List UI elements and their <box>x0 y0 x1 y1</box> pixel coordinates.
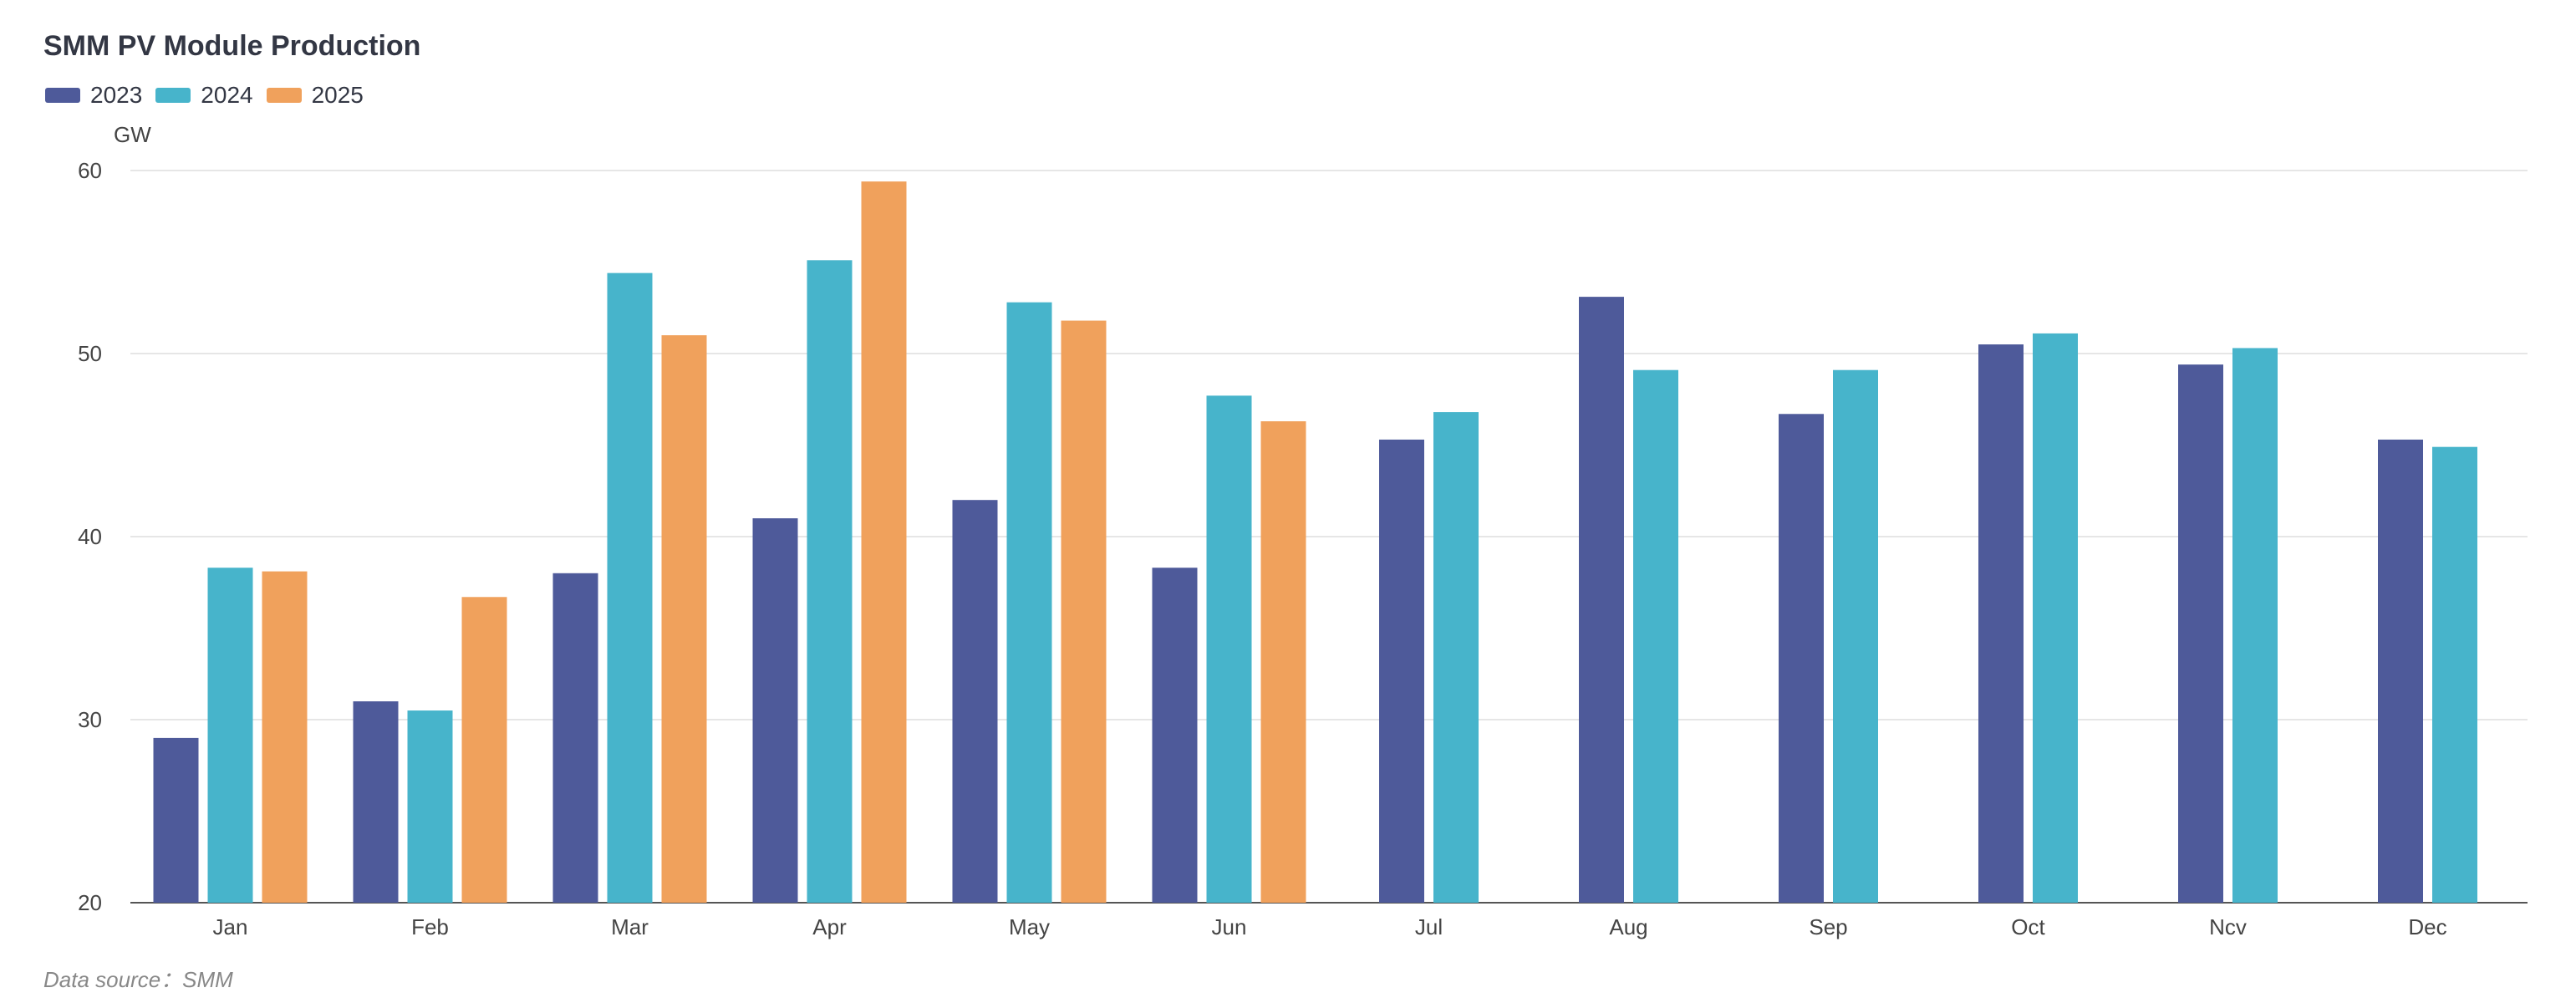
y-tick-label: 60 <box>78 158 102 183</box>
bar-2024-Jan <box>207 568 253 903</box>
bar-2025-Mar <box>661 335 707 904</box>
bar-2025-Jan <box>262 571 308 903</box>
bar-2024-Jun <box>1206 395 1252 903</box>
x-tick-label: May <box>1009 914 1050 939</box>
y-tick-label: 50 <box>78 341 102 366</box>
x-tick-label: Sep <box>1809 914 1847 939</box>
bar-2023-Jan <box>153 737 199 903</box>
bar-2025-May <box>1061 320 1107 904</box>
x-tick-label: Aug <box>1609 914 1647 939</box>
y-tick-label: 20 <box>78 890 102 915</box>
legend-item-2025[interactable]: 2025 <box>266 82 364 109</box>
x-tick-label: Mar <box>611 914 649 939</box>
bar-2024-Mar <box>607 272 653 903</box>
x-tick-label: Jan <box>213 914 248 939</box>
bar-2024-Dec <box>2432 446 2477 903</box>
bar-2024-Jul <box>1433 412 1479 904</box>
bar-2025-Feb <box>461 597 507 903</box>
bar-2023-Ncv <box>2178 364 2223 903</box>
bar-2023-Dec <box>2378 439 2423 903</box>
chart-title: SMM PV Module Production <box>43 30 421 62</box>
bar-2024-Ncv <box>2232 348 2278 903</box>
bar-2023-Oct <box>1978 344 2024 903</box>
x-tick-label: Jul <box>1415 914 1443 939</box>
bar-2024-Sep <box>1833 369 1878 904</box>
y-tick-label: 30 <box>78 707 102 732</box>
bar-2023-Mar <box>552 573 598 903</box>
x-tick-label: Jun <box>1212 914 1247 939</box>
legend-swatch <box>45 88 80 103</box>
bar-2024-Apr <box>807 260 853 903</box>
legend-item-2023[interactable]: 2023 <box>45 82 142 109</box>
legend-label: 2023 <box>90 82 143 108</box>
legend-swatch <box>155 88 191 103</box>
x-tick-label: Oct <box>2011 914 2045 939</box>
bar-2023-Feb <box>353 701 399 903</box>
bar-2023-Aug <box>1579 297 1624 903</box>
bar-2025-Apr <box>861 181 907 903</box>
bar-2024-Aug <box>1633 369 1678 904</box>
bar-2024-Feb <box>407 710 453 903</box>
bar-2023-Jul <box>1379 439 1424 903</box>
bar-2023-Sep <box>1779 414 1824 903</box>
bar-2023-Apr <box>752 518 798 903</box>
x-tick-label: Feb <box>411 914 449 939</box>
x-tick-label: Dec <box>2408 914 2446 939</box>
x-tick-label: Ncv <box>2209 914 2247 939</box>
bar-2023-Jun <box>1152 568 1198 903</box>
legend-label: 2025 <box>311 82 364 108</box>
bar-2023-May <box>952 500 998 903</box>
legend-label: 2024 <box>201 82 253 108</box>
x-tick-label: Apr <box>812 914 847 939</box>
legend-swatch <box>266 88 302 103</box>
bar-2025-Jun <box>1260 421 1306 903</box>
legend-item-2024[interactable]: 2024 <box>155 82 253 109</box>
y-axis-unit-label: GW <box>114 122 151 147</box>
bar-2024-May <box>1006 302 1052 903</box>
data-source-note: Data source：SMM <box>43 967 233 992</box>
bar-2024-Oct <box>2033 333 2078 903</box>
legend: 2023 2024 2025 <box>45 82 377 109</box>
y-tick-label: 40 <box>78 524 102 549</box>
